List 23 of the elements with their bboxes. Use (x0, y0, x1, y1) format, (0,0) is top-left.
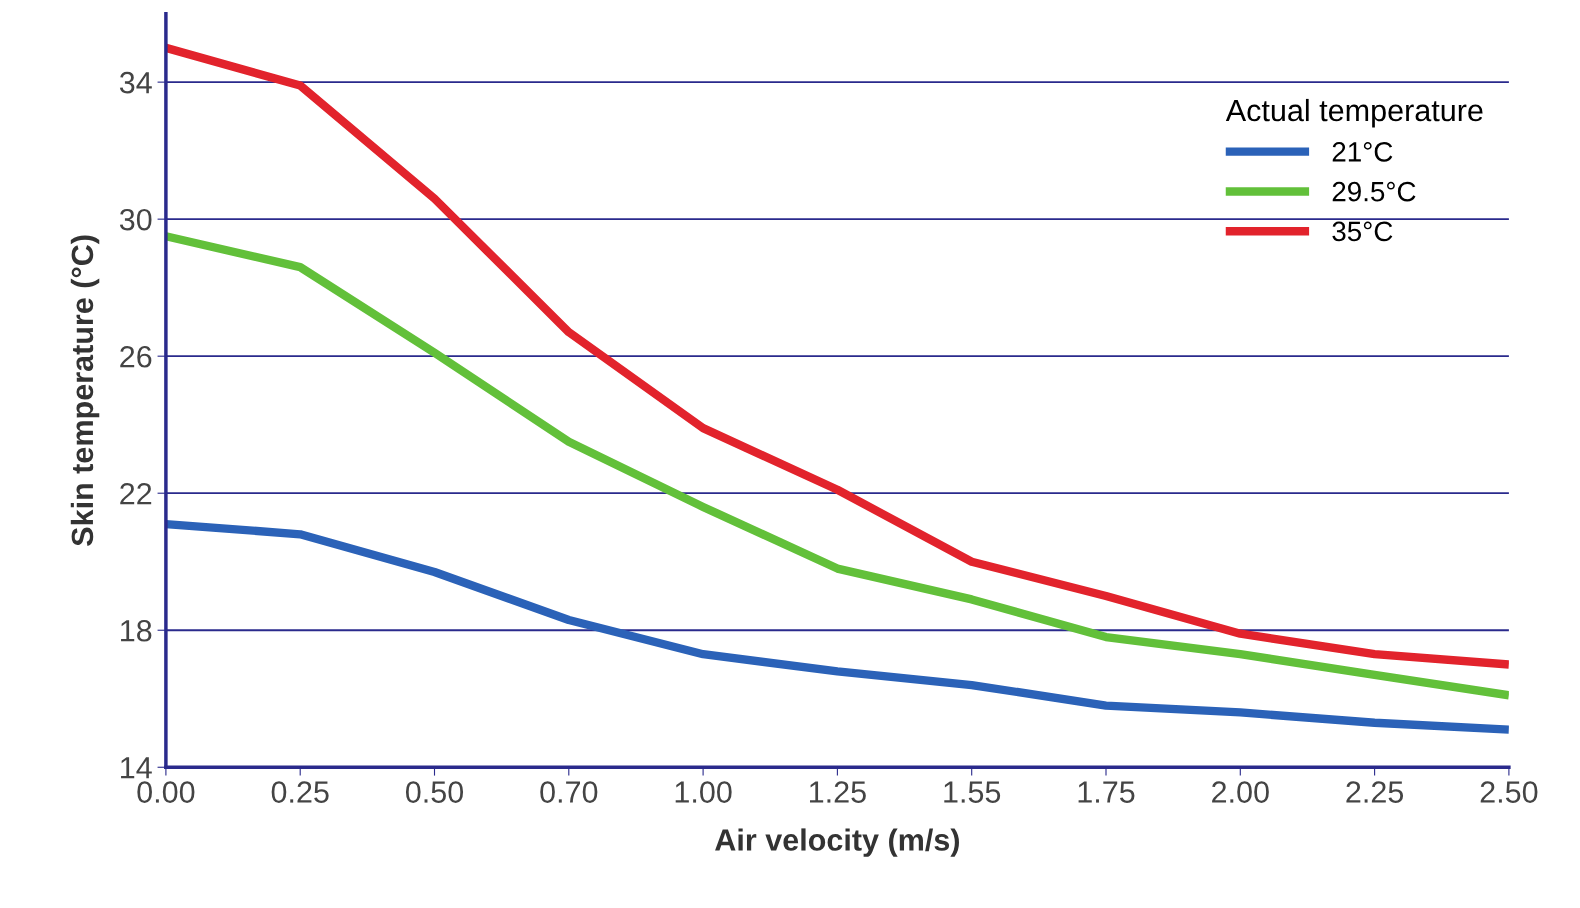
legend-label: 21°C (1332, 142, 1393, 162)
y-tick-label: 26 (120, 345, 152, 368)
legend-label: 29.5°C (1332, 181, 1416, 202)
x-tick-label: 1.25 (810, 781, 866, 803)
x-tick-label: 2.50 (1480, 781, 1538, 803)
x-tick-label: 2.00 (1212, 781, 1269, 803)
x-axis-title: Air velocity (m/s) (715, 828, 959, 857)
x-tick-label: 0.70 (540, 781, 598, 803)
x-tick-label: 0.25 (271, 781, 329, 803)
y-tick-label: 14 (121, 757, 152, 779)
y-tick-label: 18 (121, 619, 152, 642)
y-tick-label: 34 (119, 71, 152, 94)
x-tick-label: 0.50 (405, 781, 464, 803)
legend-label: 35°C (1332, 221, 1393, 242)
x-tick-label: 1.55 (944, 781, 1001, 803)
x-tick-label: 1.75 (1078, 781, 1135, 803)
x-tick-label: 1.00 (675, 781, 732, 803)
y-tick-label: 30 (119, 208, 152, 231)
x-tick-label: 2.25 (1346, 781, 1404, 803)
x-tick-label: 0.00 (137, 781, 195, 803)
y-axis-title: Skin temperature (°C) (70, 235, 100, 546)
legend-title: Actual temperature (1225, 98, 1483, 128)
y-tick-label: 22 (120, 482, 152, 505)
